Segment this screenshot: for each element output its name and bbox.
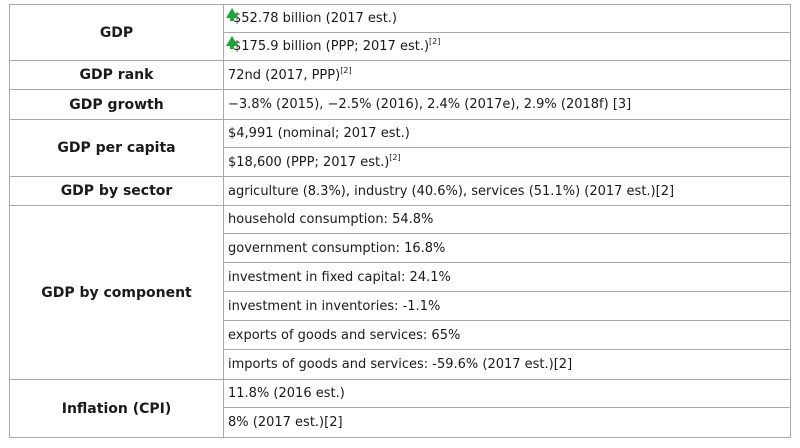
gdp-per-capita-label: GDP per capita [9,119,224,177]
inflation-item: 11.8% (2016 est.) [223,379,791,408]
trend-up-arrow-icon [226,8,238,21]
gdp-by-component-label: GDP by component [9,205,224,380]
gdp-by-sector-value: agriculture (8.3%), industry (40.6%), se… [223,176,791,206]
table-row: GDP per capita $4,991 (nominal; 2017 est… [9,119,791,177]
gdp-per-capita-ppp: $18,600 (PPP; 2017 est.) [228,154,390,170]
table-row: GDP $52.78 billion (2017 est.) [9,4,791,61]
table-row: $18,600 (PPP; 2017 est.)[2] [10,147,791,177]
gdp-growth-value: −3.8% (2015), −2.5% (2016), 2.4% (2017e)… [223,89,791,120]
component-item: imports of goods and services: -59.6% (2… [223,349,791,380]
citation-link[interactable]: [2] [429,37,441,46]
table-row: $175.9 billion (PPP; 2017 est.)[2] [10,32,791,61]
table-row: exports of goods and services: 65% [10,320,791,350]
gdp-per-capita-nominal: $4,991 (nominal; 2017 est.) [223,119,791,148]
gdp-ppp-value: $175.9 billion (PPP; 2017 est.) [233,39,430,54]
table-row: GDP rank 72nd (2017, PPP)[2] [9,60,791,90]
gdp-rank-label: GDP rank [9,60,224,90]
table-row: GDP by sector agriculture (8.3%), indust… [9,176,791,206]
inflation-label: Inflation (CPI) [9,379,224,438]
gdp-per-capita-ppp-cell: $18,600 (PPP; 2017 est.)[2] [223,147,791,177]
citation-link[interactable]: [2] [340,65,352,75]
table-row: government consumption: 16.8% [10,233,791,263]
trend-up-arrow-icon [226,36,238,49]
table-row: GDP growth −3.8% (2015), −2.5% (2016), 2… [9,89,791,120]
gdp-by-sector-label: GDP by sector [9,176,224,206]
gdp-ppp-cell: $175.9 billion (PPP; 2017 est.)[2] [223,32,791,61]
gdp-nominal-cell: $52.78 billion (2017 est.) [223,4,791,33]
gdp-label: GDP [9,4,224,61]
table-row: 8% (2017 est.)[2] [10,407,791,438]
citation-link[interactable]: [2] [389,152,401,162]
inflation-item: 8% (2017 est.)[2] [223,407,791,438]
component-item: investment in fixed capital: 24.1% [223,262,791,292]
gdp-growth-label: GDP growth [9,89,224,120]
table-row: Inflation (CPI) 11.8% (2016 est.) [9,379,791,438]
component-item: household consumption: 54.8% [223,205,791,234]
gdp-rank-value: 72nd (2017, PPP) [228,67,341,83]
gdp-rank-cell: 72nd (2017, PPP)[2] [223,60,791,90]
component-item: government consumption: 16.8% [223,233,791,263]
gdp-nominal-value: $52.78 billion (2017 est.) [233,11,398,26]
table-row: GDP by component household consumption: … [9,205,791,380]
economy-infobox-table: GDP $52.78 billion (2017 est.) $175.9 bi… [9,4,791,438]
component-item: exports of goods and services: 65% [223,320,791,350]
component-item: investment in inventories: -1.1% [223,291,791,321]
table-row: imports of goods and services: -59.6% (2… [10,349,791,380]
